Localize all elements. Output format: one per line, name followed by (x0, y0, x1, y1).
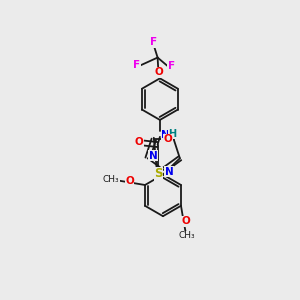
Text: H: H (168, 129, 176, 139)
Text: O: O (164, 134, 173, 144)
Text: O: O (125, 176, 134, 186)
Text: F: F (133, 60, 140, 70)
Text: O: O (135, 137, 143, 147)
Text: CH₃: CH₃ (178, 231, 195, 240)
Text: F: F (168, 61, 175, 71)
Text: N: N (161, 130, 170, 140)
Text: CH₃: CH₃ (103, 175, 119, 184)
Text: N: N (149, 151, 158, 161)
Text: N: N (165, 167, 173, 176)
Text: O: O (155, 67, 164, 77)
Text: F: F (150, 37, 157, 47)
Text: O: O (181, 216, 190, 226)
Text: S: S (154, 167, 163, 180)
